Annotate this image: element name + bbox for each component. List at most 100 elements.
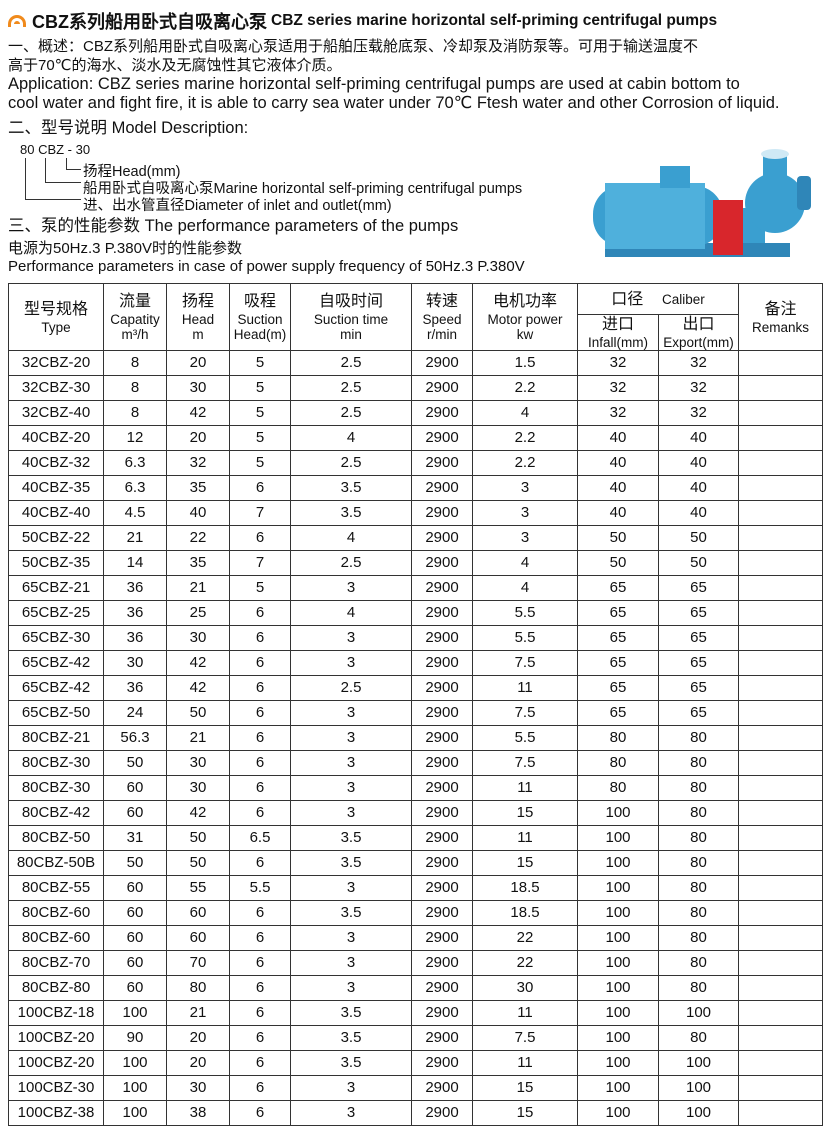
table-row: 80CBZ-21 56.3 21 6 3 2900 5.5 80 80 [8, 725, 823, 751]
cell-suction-head: 6 [229, 1075, 291, 1101]
cell-remarks [738, 575, 823, 601]
cell-infall: 50 [577, 525, 659, 551]
cell-type: 80CBZ-60 [8, 925, 104, 951]
cell-speed: 2900 [411, 625, 473, 651]
cell-capacity: 4.5 [103, 500, 167, 526]
cell-speed: 2900 [411, 675, 473, 701]
cell-suction-time: 3 [290, 1100, 412, 1126]
cell-suction-head: 6 [229, 1000, 291, 1026]
cell-capacity: 30 [103, 650, 167, 676]
leader-line [45, 158, 81, 183]
table-row: 32CBZ-20 8 20 5 2.5 2900 1.5 32 32 [8, 350, 823, 376]
cell-export: 65 [658, 625, 739, 651]
cell-capacity: 90 [103, 1025, 167, 1051]
cell-type: 65CBZ-42 [8, 675, 104, 701]
cell-remarks [738, 775, 823, 801]
cell-head: 25 [166, 600, 230, 626]
table-row: 65CBZ-30 36 30 6 3 2900 5.5 65 65 [8, 625, 823, 651]
cell-infall: 40 [577, 500, 659, 526]
cell-export: 80 [658, 825, 739, 851]
cell-remarks [738, 1000, 823, 1026]
table-row: 80CBZ-30 50 30 6 3 2900 7.5 80 80 [8, 750, 823, 776]
pump-image [593, 149, 811, 257]
cell-suction-time: 3 [290, 800, 412, 826]
model-heading: 二、型号说明 Model Description: [8, 119, 249, 137]
cell-type: 65CBZ-42 [8, 650, 104, 676]
cell-head: 21 [166, 725, 230, 751]
cell-remarks [738, 550, 823, 576]
cell-capacity: 60 [103, 950, 167, 976]
table-row: 80CBZ-80 60 80 6 3 2900 30 100 80 [8, 975, 823, 1001]
cell-head: 38 [166, 1100, 230, 1126]
cell-suction-head: 6 [229, 850, 291, 876]
cell-head: 50 [166, 700, 230, 726]
cell-suction-time: 3 [290, 1075, 412, 1101]
cell-speed: 2900 [411, 400, 473, 426]
cell-speed: 2900 [411, 825, 473, 851]
cell-suction-time: 2.5 [290, 375, 412, 401]
cell-suction-time: 3 [290, 925, 412, 951]
cell-infall: 32 [577, 350, 659, 376]
cell-speed: 2900 [411, 450, 473, 476]
cell-head: 21 [166, 575, 230, 601]
cell-speed: 2900 [411, 500, 473, 526]
cell-suction-head: 5 [229, 575, 291, 601]
cell-export: 80 [658, 900, 739, 926]
cell-head: 40 [166, 500, 230, 526]
cell-motor-power: 15 [472, 1075, 578, 1101]
cell-remarks [738, 900, 823, 926]
cell-motor-power: 30 [472, 975, 578, 1001]
cell-type: 40CBZ-32 [8, 450, 104, 476]
cell-remarks [738, 350, 823, 376]
leader-line [66, 158, 81, 170]
cell-type: 100CBZ-20 [8, 1025, 104, 1051]
cell-type: 100CBZ-18 [8, 1000, 104, 1026]
perf-heading: 三、泵的性能参数 The performance parameters of t… [8, 217, 459, 235]
cell-suction-time: 3 [290, 975, 412, 1001]
cell-suction-head: 5 [229, 375, 291, 401]
cell-head: 35 [166, 550, 230, 576]
cell-head: 22 [166, 525, 230, 551]
cell-infall: 65 [577, 675, 659, 701]
cell-motor-power: 15 [472, 850, 578, 876]
cell-head: 20 [166, 350, 230, 376]
cell-infall: 40 [577, 450, 659, 476]
cell-remarks [738, 825, 823, 851]
cell-type: 50CBZ-22 [8, 525, 104, 551]
cell-suction-time: 2.5 [290, 350, 412, 376]
cell-head: 55 [166, 875, 230, 901]
header-suction-head: 吸程 Suction Head(m) [229, 283, 291, 351]
title-en: CBZ series marine horizontal self-primin… [271, 12, 718, 29]
cell-remarks [738, 1025, 823, 1051]
cell-suction-head: 5 [229, 350, 291, 376]
cell-capacity: 60 [103, 775, 167, 801]
cell-remarks [738, 975, 823, 1001]
table-row: 100CBZ-38 100 38 6 3 2900 15 100 100 [8, 1100, 823, 1126]
cell-remarks [738, 625, 823, 651]
cell-capacity: 100 [103, 1075, 167, 1101]
cell-remarks [738, 475, 823, 501]
cell-remarks [738, 450, 823, 476]
table-row: 40CBZ-40 4.5 40 7 3.5 2900 3 40 40 [8, 500, 823, 526]
table-row: 80CBZ-50B 50 50 6 3.5 2900 15 100 80 [8, 850, 823, 876]
cell-capacity: 60 [103, 900, 167, 926]
cell-speed: 2900 [411, 975, 473, 1001]
cell-motor-power: 11 [472, 825, 578, 851]
cell-suction-head: 6 [229, 475, 291, 501]
cell-motor-power: 22 [472, 950, 578, 976]
cell-suction-head: 6 [229, 725, 291, 751]
cell-capacity: 60 [103, 800, 167, 826]
cell-remarks [738, 875, 823, 901]
cell-capacity: 31 [103, 825, 167, 851]
cell-infall: 100 [577, 925, 659, 951]
table-row: 65CBZ-21 36 21 5 3 2900 4 65 65 [8, 575, 823, 601]
cell-type: 65CBZ-21 [8, 575, 104, 601]
cell-suction-time: 3.5 [290, 825, 412, 851]
cell-head: 60 [166, 925, 230, 951]
cell-export: 65 [658, 600, 739, 626]
cell-speed: 2900 [411, 475, 473, 501]
cell-suction-head: 6 [229, 525, 291, 551]
cell-export: 65 [658, 650, 739, 676]
header-infall: 进口 Infall(mm) [577, 314, 659, 351]
cell-motor-power: 1.5 [472, 350, 578, 376]
